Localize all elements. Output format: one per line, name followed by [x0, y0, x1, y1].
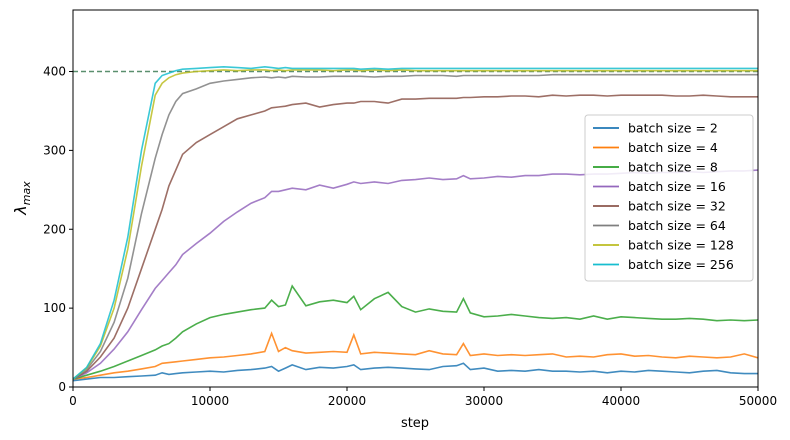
series-line-7: [73, 69, 758, 380]
legend: batch size = 2 batch size = 4 batch size =…: [584, 114, 754, 282]
legend-label: batch size = 2: [628, 121, 718, 136]
svg-text:λmax: λmax: [11, 181, 33, 216]
legend-label: batch size = 32: [628, 199, 726, 214]
x-tick-label: 20000: [328, 394, 366, 408]
legend-label: batch size = 64: [628, 218, 726, 233]
y-tick-label: 300: [43, 143, 66, 157]
y-axis-label-main: λ: [11, 205, 30, 215]
series-layer: [73, 65, 758, 382]
legend-label: batch size = 8: [628, 160, 718, 175]
y-tick-label: 100: [43, 301, 66, 315]
y-tick-label: 200: [43, 222, 66, 236]
series-line-2: [73, 331, 758, 380]
legend-label: batch size = 128: [628, 238, 734, 253]
series-line-3: [73, 284, 758, 380]
legend-box: [584, 114, 754, 282]
y-tick-label: 0: [58, 380, 66, 394]
series-line-5: [73, 94, 758, 380]
series-line-6: [73, 73, 758, 380]
legend-label: batch size = 4: [628, 140, 718, 155]
x-tick-label: 50000: [739, 394, 777, 408]
series-line-1: [73, 362, 758, 382]
x-tick-label: 10000: [191, 394, 229, 408]
x-tick-label: 40000: [602, 394, 640, 408]
y-axis: 0 100 200 300 400: [43, 65, 73, 394]
legend-label: batch size = 256: [628, 257, 734, 272]
x-axis-label: step: [401, 416, 429, 431]
x-axis: 0 10000 20000 30000 40000 50000: [69, 387, 777, 408]
series-line-8: [73, 65, 758, 380]
x-tick-label: 0: [69, 394, 77, 408]
y-axis-label: λmax: [11, 181, 33, 216]
plot-frame: [72, 9, 759, 388]
x-tick-label: 30000: [465, 394, 503, 408]
legend-label: batch size = 16: [628, 179, 726, 194]
y-tick-label: 400: [43, 65, 66, 79]
y-axis-label-sub: max: [20, 181, 33, 205]
